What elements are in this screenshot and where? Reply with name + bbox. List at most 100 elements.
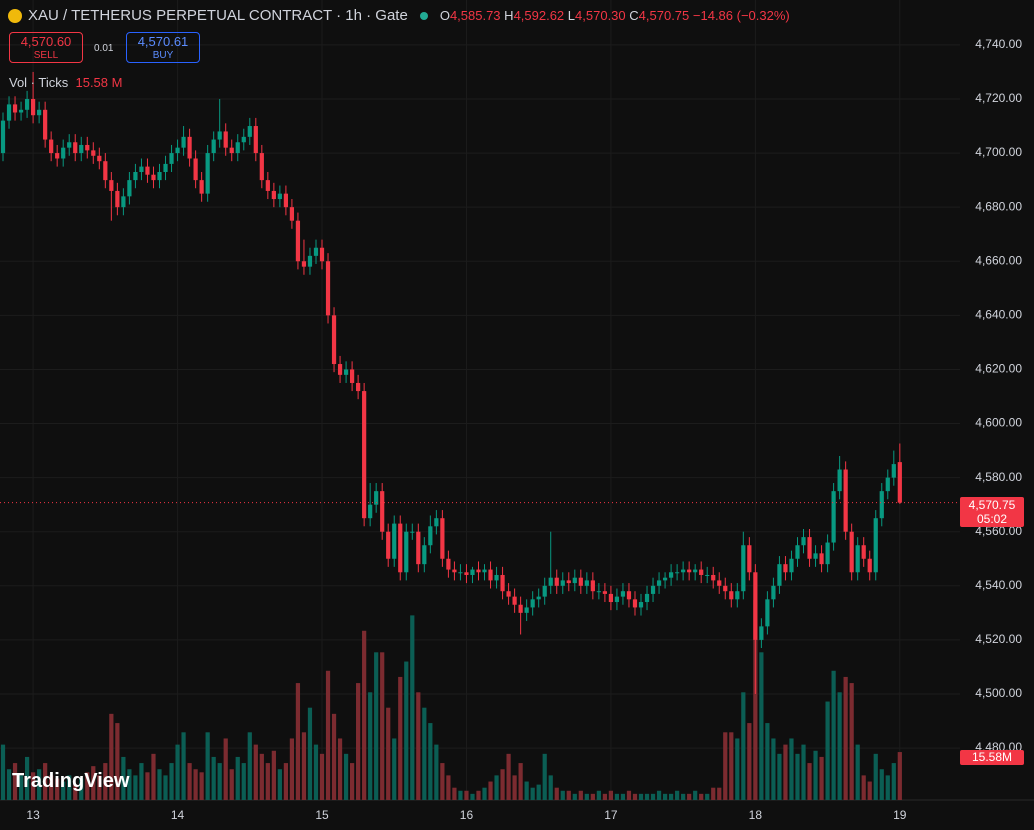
candle-body [482, 569, 487, 573]
volume-bar [819, 756, 824, 800]
candle-body [169, 153, 174, 164]
candle-body [789, 558, 794, 573]
candle-body [157, 172, 162, 181]
volume-bar [199, 772, 204, 800]
volume-bar [548, 775, 553, 800]
y-tick-label: 4,580.00 [975, 470, 1022, 484]
volume-bar [825, 701, 830, 800]
volume-value: 15.58 M [75, 75, 123, 90]
candle-body [837, 469, 842, 492]
volume-bar [494, 775, 499, 800]
volume-bar [331, 713, 337, 800]
volume-bar [759, 652, 764, 800]
candle-body [151, 174, 156, 181]
candle-body [524, 607, 529, 613]
volume-bar [807, 763, 812, 800]
candle-body [602, 591, 607, 594]
candle-body [30, 98, 36, 116]
volume-bar [253, 744, 258, 800]
candle-body [0, 120, 6, 154]
candle-body [109, 180, 114, 191]
volume-bar [705, 793, 710, 800]
volume-bar [741, 692, 746, 800]
volume-bar [530, 787, 535, 800]
candle-body [560, 580, 565, 586]
candle-body [271, 190, 276, 200]
volume-bar [193, 769, 198, 800]
candle-body [434, 518, 439, 527]
volume-bar [729, 732, 734, 800]
candle-body [175, 147, 180, 154]
volume-bar [343, 753, 349, 800]
volume-bar [422, 707, 427, 800]
volume-bar [897, 752, 902, 800]
volume-bar [765, 723, 770, 800]
candle-body [458, 572, 463, 574]
volume-bar [362, 630, 367, 800]
spread: 0.01 [94, 43, 114, 54]
candle-body [675, 572, 680, 574]
volume-bar [103, 763, 108, 800]
volume-bar [380, 652, 385, 800]
candle-body [247, 126, 252, 137]
buy-button[interactable]: 4,570.61 BUY [126, 32, 200, 63]
volume-bar [398, 676, 403, 800]
candle-body [723, 585, 728, 592]
volume-bar [584, 793, 589, 800]
volume-bar [783, 744, 788, 800]
candle-body [61, 147, 66, 159]
header: XAU / TETHERUS PERPETUAL CONTRACT · 1h ·… [8, 7, 790, 24]
candle-body [163, 163, 168, 173]
volume-legend: Vol · Ticks 15.58 M [9, 75, 122, 90]
volume-bar [349, 763, 355, 800]
volume-bar [831, 670, 836, 800]
x-tick-label: 16 [460, 808, 474, 822]
candle-body [656, 580, 662, 586]
candle-body [205, 153, 210, 194]
volume-bar [693, 790, 698, 800]
ohlc-value: 4,570.75 [638, 8, 690, 23]
y-tick-label: 4,600.00 [975, 416, 1022, 430]
volume-bar [175, 744, 180, 800]
volume-bar [434, 744, 439, 800]
volume-bar [295, 683, 301, 800]
volume-bar [572, 793, 577, 800]
volume-bar [181, 732, 186, 800]
symbol[interactable]: XAU / TETHERUS PERPETUAL CONTRACT · 1h ·… [28, 7, 408, 24]
volume-bar [6, 769, 12, 800]
volume-bar [37, 769, 42, 800]
candle-body [428, 526, 433, 546]
candle-body [259, 153, 264, 181]
volume-bar [265, 763, 270, 800]
y-tick-label: 4,680.00 [975, 199, 1022, 213]
candle-body [668, 572, 674, 578]
candle-body [765, 599, 770, 627]
volume-bar [217, 763, 222, 800]
candle-body [729, 591, 734, 600]
candle-body [548, 577, 553, 586]
sell-price: 4,570.60 [20, 34, 72, 49]
ohlc-value: 4,570.30 [575, 8, 626, 23]
volume-bar [325, 670, 331, 800]
countdown: 05:02 [976, 512, 1008, 526]
volume-bar [241, 763, 246, 800]
candle-body [368, 504, 373, 519]
candle-body [861, 545, 866, 559]
candle-body [494, 574, 499, 581]
volume-bar [386, 707, 391, 800]
y-tick-label: 4,740.00 [975, 37, 1022, 51]
x-tick-label: 14 [171, 808, 185, 822]
candle-body [542, 585, 547, 597]
volume-bar [500, 769, 505, 800]
y-tick-label: 4,620.00 [975, 362, 1022, 376]
candle-body [253, 126, 258, 154]
candle-body [133, 172, 138, 181]
candle-body [398, 523, 403, 573]
volume-bar [163, 775, 168, 800]
volume-bar [626, 790, 632, 800]
candle-body [753, 572, 758, 640]
sell-button[interactable]: 4,570.60 SELL [9, 32, 83, 63]
y-tick-label: 4,560.00 [975, 524, 1022, 538]
volume-bar [205, 732, 210, 800]
volume-bar [79, 778, 84, 800]
